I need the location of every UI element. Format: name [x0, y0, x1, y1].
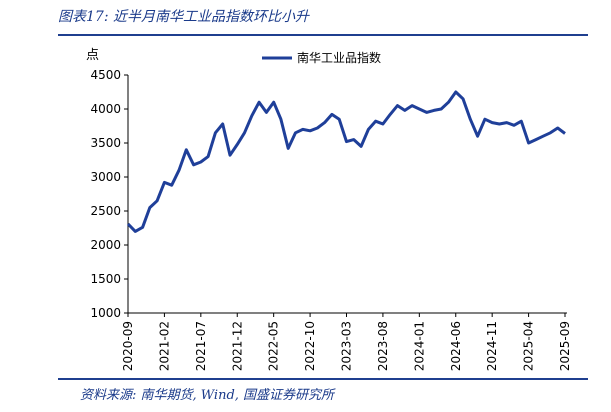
x-tick-label: 2022-05 — [267, 321, 281, 371]
y-tick-label: 2500 — [90, 204, 121, 218]
source-note: 资料来源: 南华期货, Wind, 国盛证券研究所 — [80, 388, 335, 403]
top-rule — [58, 34, 588, 36]
legend-label: 南华工业品指数 — [297, 50, 381, 65]
y-tick-label: 3500 — [90, 136, 121, 150]
x-axis: 2020-09 2021-02 2021-07 2021-12 2022-05 2022-… — [121, 312, 572, 371]
y-tick-label: 4000 — [90, 102, 121, 116]
y-tick-label: 2000 — [90, 238, 121, 252]
y-tick-label: 4500 — [90, 68, 121, 82]
bottom-rule — [58, 378, 588, 380]
x-tick-label: 2021-12 — [230, 321, 244, 371]
x-tick-label: 2025-04 — [522, 321, 536, 371]
x-tick-label: 2024-01 — [412, 321, 426, 371]
x-tick-label: 2024-11 — [485, 321, 499, 371]
x-tick-label: 2024-06 — [449, 321, 463, 371]
x-tick-label: 2020-09 — [121, 321, 135, 371]
y-tick-label: 1500 — [90, 272, 121, 286]
x-tick-label: 2023-03 — [340, 321, 354, 371]
y-tick-label: 1000 — [90, 306, 121, 320]
series-line — [126, 90, 566, 233]
y-axis: 1000 1500 2000 2500 3000 3500 4000 4500 — [90, 68, 129, 320]
y-axis-unit-label: 点 — [86, 48, 100, 63]
x-tick-label: 2025-09 — [558, 321, 572, 371]
y-tick-label: 3000 — [90, 170, 121, 184]
figure-title: 图表17: 近半月南华工业品指数环比小升 — [58, 9, 309, 25]
x-tick-label: 2023-08 — [376, 321, 390, 371]
x-tick-label: 2021-02 — [157, 321, 171, 371]
x-tick-label: 2022-10 — [303, 321, 317, 371]
legend: 南华工业品指数 — [262, 50, 381, 65]
x-tick-label: 2021-07 — [194, 321, 208, 371]
